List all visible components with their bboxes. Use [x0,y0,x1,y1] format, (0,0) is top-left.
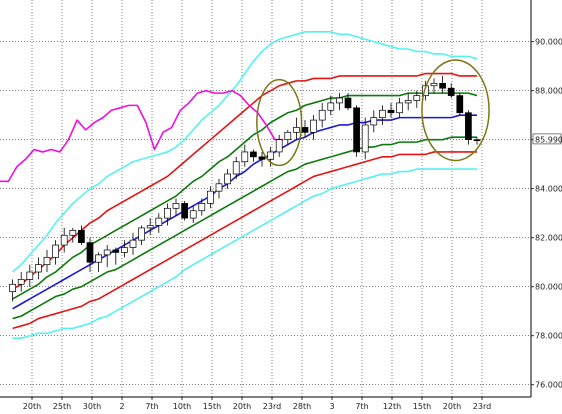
candle-body-54 [473,139,481,142]
candle-body-15 [138,227,145,241]
band-line-6 [12,168,477,339]
candle-body-4 [43,256,51,266]
x-tick-label-10: 3 [329,402,334,411]
y-tick-label-1: 78.000 [535,332,562,341]
x-tick-label-1: 25th [53,402,71,411]
candle-body-45 [396,102,403,114]
candle-body-28 [250,151,257,158]
candle-body-14 [129,239,137,248]
band-line-1 [12,72,477,290]
candle-body-39 [344,97,352,109]
candle-body-9 [86,242,94,263]
candle-body-51 [447,87,455,96]
highlight-circle-1 [421,59,490,162]
candle-body-10 [95,254,102,263]
candle-body-22 [198,203,206,212]
y-tick-label-4: 84.000 [535,185,562,194]
candle-body-20 [181,203,188,219]
candle-body-44 [387,109,395,114]
candle-body-34 [301,127,309,133]
candlesticks [9,75,481,302]
candle-body-43 [379,109,386,118]
highlight-circle-0 [256,78,303,167]
grid-lines [0,0,531,397]
candle-body-18 [164,207,171,219]
x-tick-label-2: 30th [83,402,101,411]
last-price-box [532,133,562,145]
candle-body-12 [112,249,120,253]
x-tick-label-4: 7th [145,402,158,411]
x-axis: 20th 25th 30th 2 7th 10th 15th 20th 23rd 28th 3 7th… [23,397,491,411]
candle-body-31 [275,139,283,153]
candle-body-13 [121,247,128,253]
candle-body-46 [404,100,412,104]
y-tick-label-2: 80.000 [535,283,562,292]
y-tick-label-0: 76.000 [535,381,562,390]
candle-body-30 [267,151,274,160]
x-tick-label-0: 20th [23,402,41,411]
candle-body-41 [361,124,369,153]
band-line-4 [12,136,477,320]
last-price-label: 85.990 [535,135,562,144]
x-tick-label-15: 23rd [473,402,491,411]
x-tick-label-12: 12th [383,402,401,411]
candle-body-3 [35,264,42,273]
candle-body-52 [456,95,464,114]
candle-body-50 [439,82,446,89]
candle-body-35 [310,119,317,133]
candle-body-29 [258,156,266,160]
candle-body-5 [52,244,59,258]
candle-body-26 [232,161,240,175]
x-tick-label-7: 20th [233,402,251,411]
candle-body-23 [207,190,214,204]
candle-body-36 [318,109,326,121]
last-price-marker: 85.990 [532,133,562,145]
plot-area-background [0,0,531,397]
x-tick-label-11: 7th [355,402,368,411]
candle-body-11 [103,249,111,256]
candle-body-53 [465,112,472,141]
candle-body-19 [172,203,180,209]
candle-body-40 [353,107,360,153]
candle-body-2 [26,271,34,280]
candle-body-32 [284,131,292,141]
x-tick-label-5: 10th [173,402,191,411]
lagging-span-line [0,89,284,183]
x-tick-label-9: 28th [293,402,311,411]
candle-body-16 [146,225,154,229]
candle-body-37 [327,102,335,111]
candle-body-42 [370,117,378,126]
candle-body-8 [78,230,85,243]
candle-body-38 [336,97,343,104]
highlight-circles [256,59,490,167]
y-tick-label-7: 90.000 [535,38,562,47]
candle-body-6 [60,234,68,246]
x-tick-label-13: 15th [413,402,431,411]
candle-body-24 [215,183,223,192]
candle-body-49 [430,82,438,87]
y-axis: 76.00078.00080.00082.00084.00086.00088.0… [531,38,562,390]
lagging-span [0,89,284,183]
candle-body-33 [293,127,300,133]
candle-body-1 [17,279,25,285]
band-line-5 [12,151,477,330]
candle-body-21 [189,210,197,219]
candle-body-27 [241,151,249,163]
y-tick-label-6: 88.000 [535,87,562,96]
candle-body-0 [9,283,16,292]
candle-body-47 [413,95,421,101]
candle-body-25 [224,173,231,185]
y-tick-label-3: 82.000 [535,234,562,243]
x-tick-label-14: 20th [443,402,461,411]
candle-body-17 [155,217,163,226]
x-tick-label-8: 23rd [263,402,281,411]
band-line-0 [12,31,478,273]
x-tick-label-6: 15th [203,402,221,411]
x-tick-label-3: 2 [119,402,124,411]
candle-body-7 [69,230,77,236]
